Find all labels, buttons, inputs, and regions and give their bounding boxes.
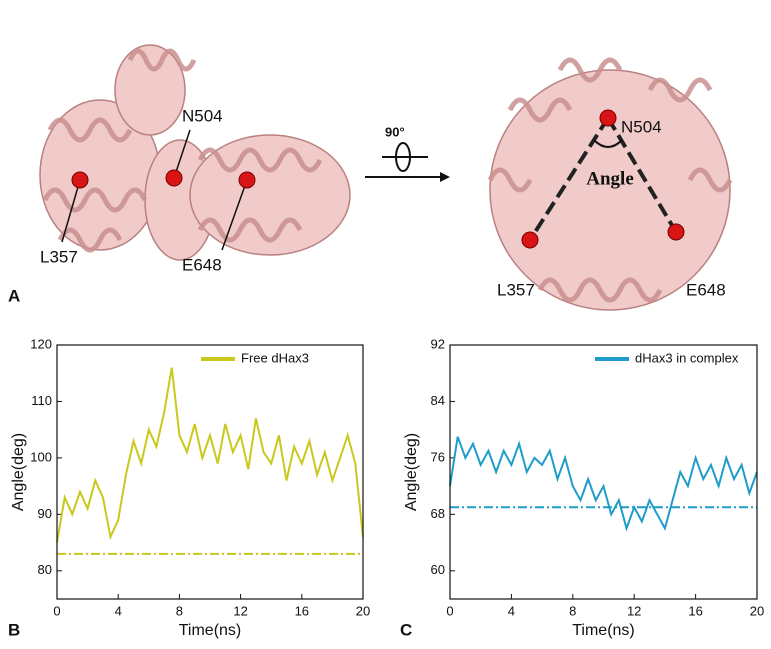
plot-frame <box>56 344 364 600</box>
y-axis-label: Angle(deg) <box>403 433 420 511</box>
protein-left <box>39 44 351 261</box>
y-tick-label: 92 <box>431 336 445 351</box>
y-tick-label: 84 <box>431 393 445 408</box>
angle-arc <box>593 139 623 148</box>
data-line <box>56 367 364 543</box>
residue-label: N504 <box>182 106 223 125</box>
residue-label: E648 <box>182 255 222 274</box>
y-tick-label: 60 <box>431 562 445 577</box>
x-tick-label: 12 <box>627 603 641 618</box>
y-tick-label: 90 <box>38 506 52 521</box>
x-tick-label: 4 <box>508 603 515 618</box>
x-tick-label: 4 <box>115 603 122 618</box>
y-tick-label: 76 <box>431 449 445 464</box>
x-tick-label: 0 <box>53 603 60 618</box>
plot-frame <box>449 344 758 600</box>
legend-label: Free dHax3 <box>241 350 309 365</box>
panel-label: B <box>8 620 20 639</box>
panel-label: A <box>8 286 20 305</box>
panel-label: C <box>400 620 412 639</box>
y-tick-label: 110 <box>31 393 52 408</box>
angle-lines <box>528 116 678 242</box>
x-tick-label: 8 <box>569 603 576 618</box>
x-tick-label: 20 <box>750 603 764 618</box>
residue-spheres <box>71 109 685 249</box>
protein-right <box>487 57 733 311</box>
residue-label: E648 <box>686 280 726 299</box>
y-tick-label: 68 <box>431 506 445 521</box>
x-tick-label: 16 <box>688 603 702 618</box>
angle-label: Angle <box>586 168 634 189</box>
x-tick-label: 0 <box>446 603 453 618</box>
x-tick-label: 16 <box>295 603 309 618</box>
x-axis-label: Time(ns) <box>179 622 242 639</box>
y-tick-label: 120 <box>30 336 52 351</box>
x-tick-label: 12 <box>233 603 247 618</box>
rotation-icon <box>382 142 428 172</box>
data-line <box>449 436 758 532</box>
residue-label: N504 <box>621 117 662 136</box>
arrow-head <box>440 172 450 182</box>
legend-label: dHax3 in complex <box>635 350 739 365</box>
y-tick-label: 100 <box>30 449 52 464</box>
residue-label: L357 <box>497 280 535 299</box>
rotation-label: 90° <box>385 124 405 139</box>
y-axis-label: Angle(deg) <box>10 433 27 511</box>
x-tick-label: 20 <box>356 603 370 618</box>
x-tick-label: 8 <box>176 603 183 618</box>
residue-label: L357 <box>40 247 78 266</box>
y-tick-label: 80 <box>38 562 52 577</box>
x-axis-label: Time(ns) <box>572 622 635 639</box>
